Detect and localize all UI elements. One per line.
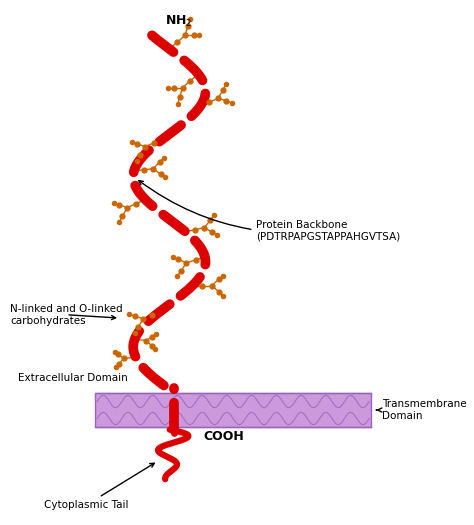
Text: N-linked and O-linked
carbohydrates: N-linked and O-linked carbohydrates bbox=[10, 304, 122, 326]
Text: Cytoplasmic Tail: Cytoplasmic Tail bbox=[44, 463, 155, 510]
Text: COOH: COOH bbox=[203, 430, 244, 443]
Text: Protein Backbone
(PDTRPAPGSTAPPAHGVTSA): Protein Backbone (PDTRPAPGSTAPPAHGVTSA) bbox=[139, 181, 401, 242]
Text: Transmembrane
Domain: Transmembrane Domain bbox=[376, 399, 466, 421]
Text: Extracellular Domain: Extracellular Domain bbox=[18, 373, 128, 383]
Bar bbox=[95, 393, 371, 427]
Text: NH$_2$: NH$_2$ bbox=[165, 14, 192, 29]
